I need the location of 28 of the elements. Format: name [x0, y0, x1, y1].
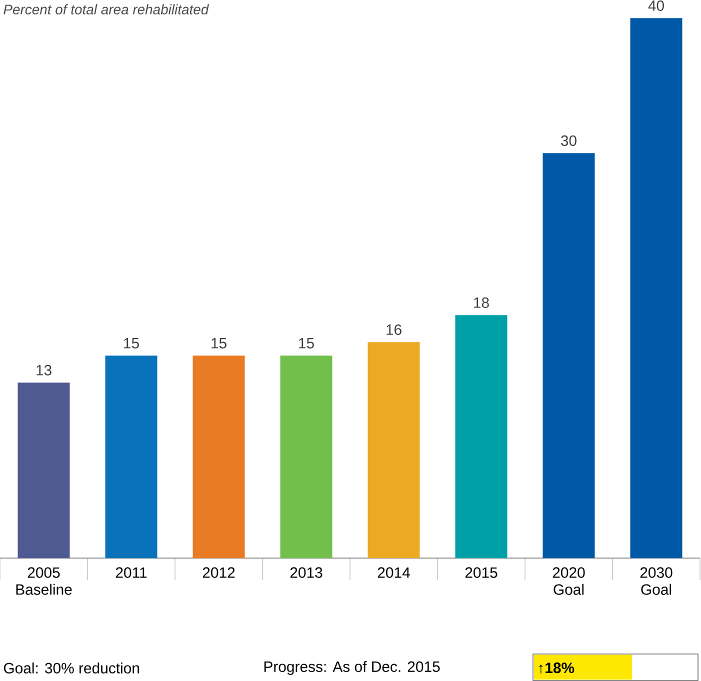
bar: [455, 315, 508, 558]
data-label: 13: [36, 364, 52, 376]
data-label: 16: [386, 324, 402, 335]
text: Progress: As of Dec. 2015: [264, 661, 440, 675]
data-label: 18: [474, 297, 489, 308]
text: Goal: 30% reduction: [4, 662, 140, 674]
text: ↑18%: [539, 662, 574, 674]
x-tick-label: 2012: [202, 567, 235, 578]
x-tick-label: 2014: [378, 567, 410, 578]
x-tick-label: 2011: [116, 567, 147, 578]
bar: [280, 356, 332, 558]
bar: [105, 356, 158, 558]
x-tick-label: 2015: [465, 567, 498, 578]
bar: [368, 342, 420, 558]
bar: [542, 153, 595, 558]
data-label: 15: [299, 338, 314, 348]
data-label: 40: [648, 0, 664, 11]
chart-title: Percent of total area rehabilitated: [4, 4, 210, 14]
bar: [192, 356, 245, 558]
x-tick-label: 2005 Baseline: [16, 567, 72, 595]
bar: [18, 382, 70, 558]
data-label: 15: [212, 338, 226, 348]
x-tick-label: 2030 Goal: [640, 567, 672, 595]
data-label: 30: [561, 135, 576, 146]
data-label: 15: [124, 338, 139, 348]
x-tick-label: 2013: [290, 567, 322, 578]
x-tick-label: 2020 Goal: [552, 567, 585, 595]
bar: [630, 18, 682, 558]
